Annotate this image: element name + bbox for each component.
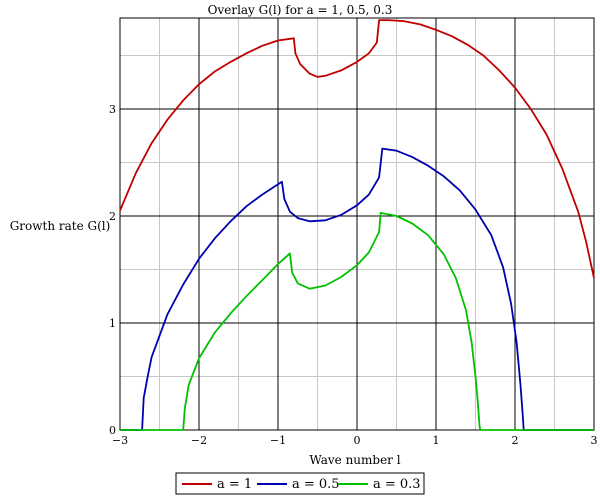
legend: a = 1 a = 0.5 a = 0.3 [175, 472, 425, 495]
series-layer [119, 19, 595, 431]
legend-label-a-0-5: a = 0.5 [292, 477, 340, 492]
y-tick-label: 2 [109, 210, 116, 223]
tick-labels: −3 −2 −1 0 1 2 3 0 1 2 3 [109, 103, 598, 447]
x-tick-label: −1 [270, 434, 286, 447]
y-tick-label: 0 [109, 424, 116, 437]
plot-frame [119, 17, 595, 431]
series-line-0 [119, 19, 595, 279]
chart-title: Overlay G(l) for a = 1, 0.5, 0.3 [208, 3, 393, 17]
y-tick-label: 1 [109, 317, 116, 330]
x-tick-label: 2 [512, 434, 519, 447]
legend-label-a-0-3: a = 0.3 [373, 477, 421, 492]
legend-box [175, 472, 425, 495]
legend-label-a-1: a = 1 [217, 477, 252, 492]
x-tick-label: 1 [433, 434, 440, 447]
x-tick-label: 3 [591, 434, 598, 447]
x-tick-label: 0 [354, 434, 361, 447]
x-tick-label: −3 [112, 434, 128, 447]
x-axis-label: Wave number l [309, 453, 400, 467]
y-tick-label: 3 [109, 103, 116, 116]
y-axis-label: Growth rate G(l) [10, 219, 111, 233]
x-tick-label: −2 [191, 434, 207, 447]
series-line-2 [120, 211, 594, 431]
series-line-1 [120, 147, 594, 431]
